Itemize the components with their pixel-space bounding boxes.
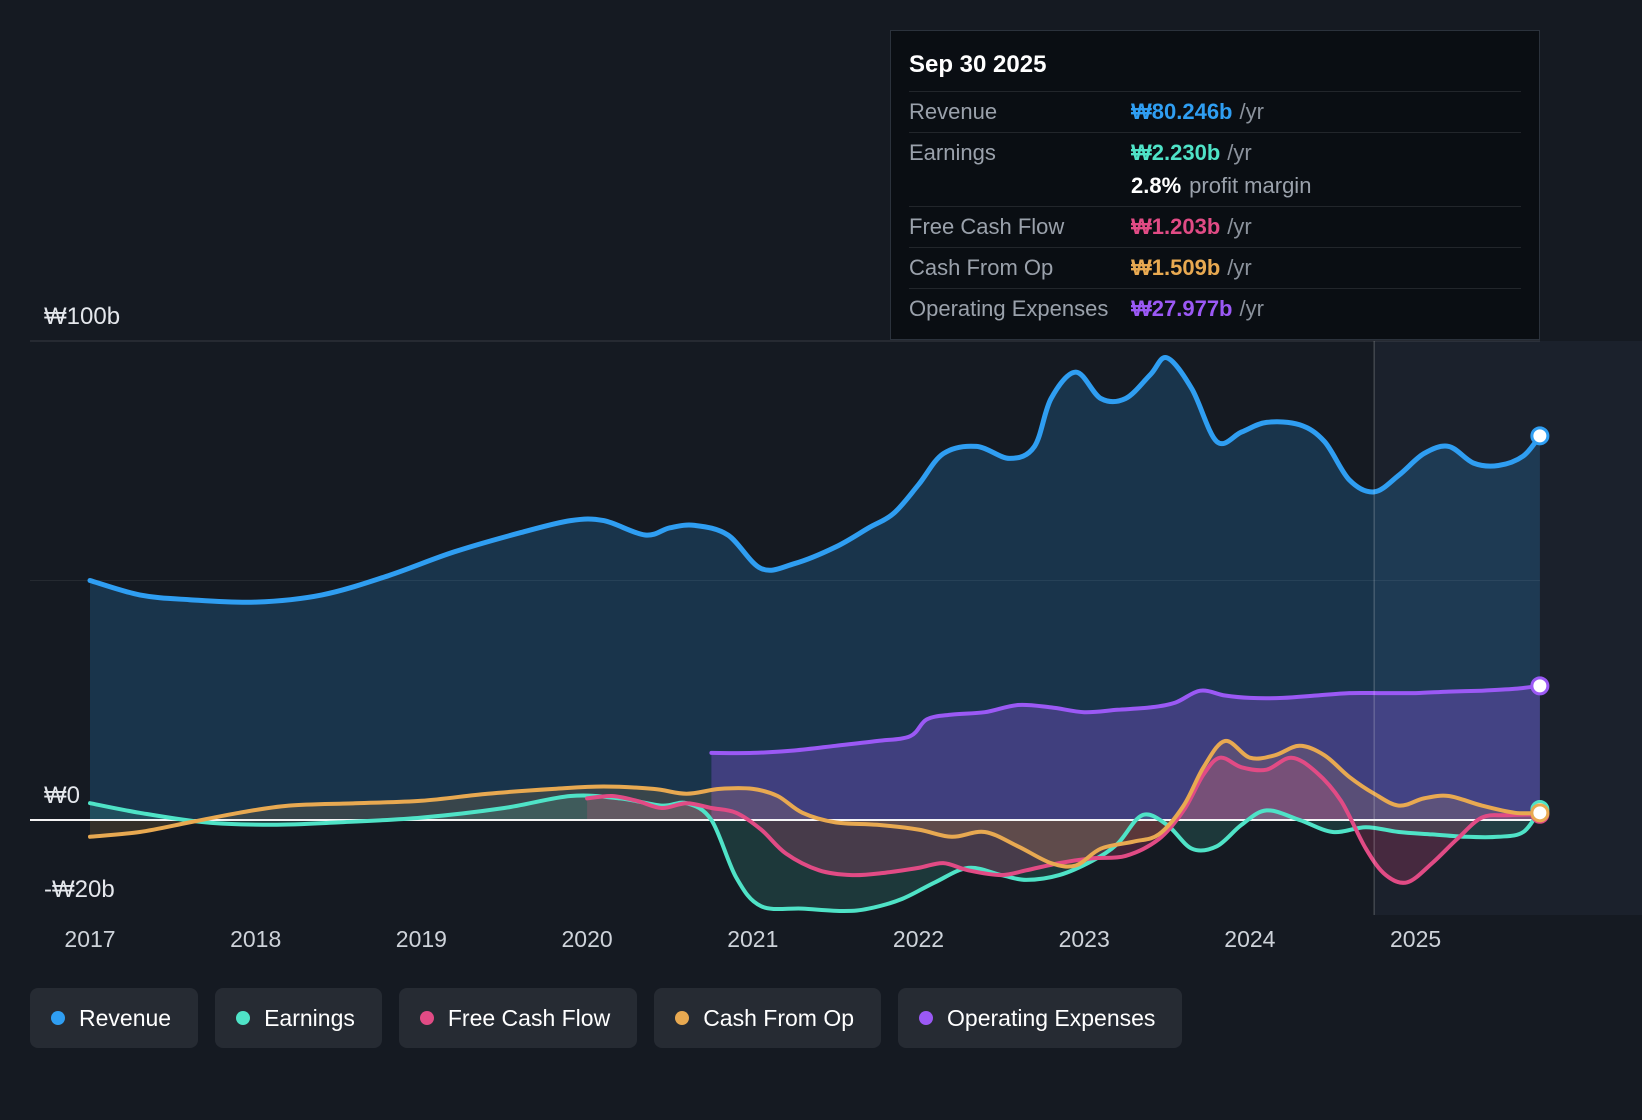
x-tick-2019: 2019 — [396, 926, 447, 953]
x-tick-2024: 2024 — [1224, 926, 1275, 953]
tooltip-label-earnings: Earnings — [909, 140, 1131, 166]
tooltip-value-revenue: ₩80.246b — [1131, 99, 1233, 125]
legend-item-free-cash-flow[interactable]: Free Cash Flow — [399, 988, 637, 1048]
tooltip-row-profit-margin: 2.8% profit margin — [909, 173, 1521, 206]
legend-label-revenue: Revenue — [79, 1005, 171, 1032]
tooltip-label-revenue: Revenue — [909, 99, 1131, 125]
x-tick-2018: 2018 — [230, 926, 281, 953]
profit-margin-value: 2.8% — [1131, 173, 1181, 199]
tooltip-label-operating-expenses: Operating Expenses — [909, 296, 1131, 322]
x-tick-2021: 2021 — [727, 926, 778, 953]
tooltip-row-free-cash-flow: Free Cash Flow ₩1.203b /yr — [909, 206, 1521, 247]
x-tick-2020: 2020 — [562, 926, 613, 953]
legend-label-cash-from-op: Cash From Op — [703, 1005, 854, 1032]
legend-bar: Revenue Earnings Free Cash Flow Cash Fro… — [30, 988, 1182, 1048]
financial-history-chart-page: ₩100b ₩0 -₩20b 2017 2018 2019 2020 2021 … — [0, 0, 1642, 1120]
x-tick-2023: 2023 — [1059, 926, 1110, 953]
tooltip-date: Sep 30 2025 — [909, 43, 1521, 91]
tooltip-label-cash-from-op: Cash From Op — [909, 255, 1131, 281]
x-axis: 2017 2018 2019 2020 2021 2022 2023 2024 … — [0, 926, 1642, 962]
x-tick-2022: 2022 — [893, 926, 944, 953]
tooltip-suffix-earnings: /yr — [1227, 140, 1251, 166]
legend-item-operating-expenses[interactable]: Operating Expenses — [898, 988, 1182, 1048]
tooltip-value-cash-from-op: ₩1.509b — [1131, 255, 1220, 281]
tooltip-suffix-revenue: /yr — [1240, 99, 1264, 125]
tooltip-suffix-free-cash-flow: /yr — [1227, 214, 1251, 240]
tooltip-row-revenue: Revenue ₩80.246b /yr — [909, 91, 1521, 132]
tooltip-value-earnings: ₩2.230b — [1131, 140, 1220, 166]
y-axis-label-100b: ₩100b — [44, 303, 120, 331]
profit-margin-label: profit margin — [1189, 173, 1311, 199]
tooltip-value-operating-expenses: ₩27.977b — [1131, 296, 1233, 322]
y-axis-label-0: ₩0 — [44, 782, 80, 810]
legend-item-earnings[interactable]: Earnings — [215, 988, 382, 1048]
tooltip-row-operating-expenses: Operating Expenses ₩27.977b /yr — [909, 288, 1521, 329]
tooltip-suffix-operating-expenses: /yr — [1240, 296, 1264, 322]
tooltip-panel: Sep 30 2025 Revenue ₩80.246b /yr Earning… — [890, 30, 1540, 340]
cash-from-op-dot-icon — [675, 1011, 689, 1025]
x-tick-2025: 2025 — [1390, 926, 1441, 953]
tooltip-row-earnings: Earnings ₩2.230b /yr — [909, 132, 1521, 173]
tooltip-value-free-cash-flow: ₩1.203b — [1131, 214, 1220, 240]
y-axis-label-neg20b: -₩20b — [44, 876, 115, 904]
x-tick-2017: 2017 — [64, 926, 115, 953]
legend-item-revenue[interactable]: Revenue — [30, 988, 198, 1048]
earnings-dot-icon — [236, 1011, 250, 1025]
tooltip-row-cash-from-op: Cash From Op ₩1.509b /yr — [909, 247, 1521, 288]
free-cash-flow-dot-icon — [420, 1011, 434, 1025]
legend-label-earnings: Earnings — [264, 1005, 355, 1032]
tooltip-label-free-cash-flow: Free Cash Flow — [909, 214, 1131, 240]
legend-item-cash-from-op[interactable]: Cash From Op — [654, 988, 881, 1048]
tooltip-suffix-cash-from-op: /yr — [1227, 255, 1251, 281]
legend-label-free-cash-flow: Free Cash Flow — [448, 1005, 610, 1032]
revenue-dot-icon — [51, 1011, 65, 1025]
legend-label-operating-expenses: Operating Expenses — [947, 1005, 1155, 1032]
operating-expenses-dot-icon — [919, 1011, 933, 1025]
